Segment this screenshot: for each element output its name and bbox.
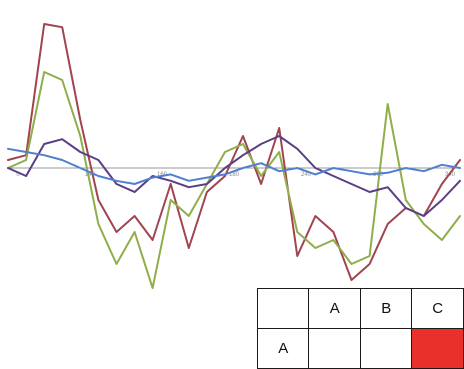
legend-table-cell-ac bbox=[411, 328, 464, 369]
series-line-2 bbox=[7, 71, 461, 289]
chart-area: 0 140 160 180 240 300 340 A B C A bbox=[7, 23, 464, 369]
x-tick-label: 340 bbox=[445, 172, 456, 178]
x-tick-label: 0 bbox=[16, 172, 20, 178]
series-line-1 bbox=[7, 23, 461, 281]
legend-table-row-a: A bbox=[256, 328, 464, 369]
legend-table-header-c: C bbox=[411, 288, 464, 329]
legend-table-corner-cell bbox=[256, 288, 310, 329]
x-tick-label: 240 bbox=[301, 172, 312, 178]
x-tick-label: 180 bbox=[229, 172, 240, 178]
line-chart: 0 140 160 180 240 300 340 bbox=[7, 23, 461, 289]
legend-table-header-b: B bbox=[359, 288, 413, 329]
legend-table-header-row: A B C bbox=[256, 288, 464, 329]
legend-table-cell-aa bbox=[308, 328, 361, 369]
series-line-3 bbox=[7, 135, 461, 217]
series-line-4 bbox=[7, 147, 461, 185]
legend-table-row-label: A bbox=[256, 328, 310, 369]
x-tick-label: 140 bbox=[85, 172, 96, 178]
legend-table-header-a: A bbox=[308, 288, 361, 329]
legend-table: A B C A bbox=[256, 288, 464, 369]
legend-table-cell-ab bbox=[359, 328, 413, 369]
series-lines bbox=[7, 23, 461, 289]
